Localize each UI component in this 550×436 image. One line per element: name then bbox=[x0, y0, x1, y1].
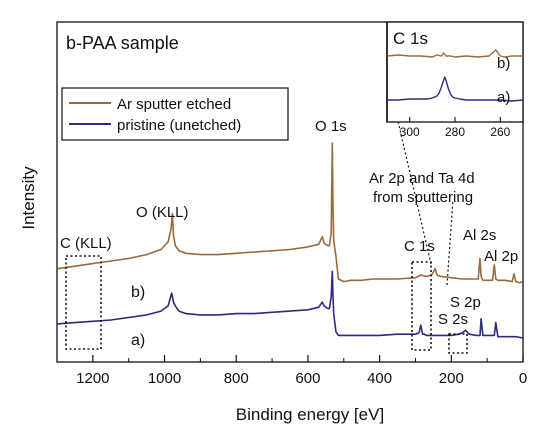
x-tick-label: 1200 bbox=[76, 370, 109, 387]
x-tick-label: 400 bbox=[367, 370, 392, 387]
inset-x-tick-label: 300 bbox=[400, 125, 420, 139]
x-axis-ticks: 1200 1000 800 600 400 200 0 bbox=[56, 355, 527, 387]
inset-series-line-pristine bbox=[387, 76, 524, 102]
legend-label-pristine: pristine (unetched) bbox=[117, 117, 241, 134]
annotation-ar-2p-ta-4d: Ar 2p and Ta 4d bbox=[369, 170, 475, 187]
inset-frame bbox=[386, 21, 524, 123]
chart-title: b-PAA sample bbox=[66, 33, 179, 53]
inset-title: C 1s bbox=[393, 29, 428, 48]
annotation-s-2s: S 2s bbox=[438, 311, 468, 328]
curve-label-etched: b) bbox=[131, 284, 145, 301]
x-tick-label: 1000 bbox=[148, 370, 181, 387]
annotation-c-1s: C 1s bbox=[404, 238, 435, 255]
c-1s-region-box bbox=[411, 261, 432, 351]
inset-series-line-etched bbox=[386, 49, 523, 58]
x-tick-label: 0 bbox=[519, 370, 527, 387]
annotation-o-1s: O 1s bbox=[315, 118, 347, 135]
series-line-etched bbox=[56, 142, 524, 284]
inset-curve-label-etched: b) bbox=[497, 55, 510, 72]
annotation-from-sputtering: from sputtering bbox=[373, 189, 473, 206]
inset-curve-label-pristine: a) bbox=[497, 89, 510, 106]
inset-x-tick-label: 260 bbox=[490, 125, 510, 139]
inset-x-tick-label: 280 bbox=[445, 125, 465, 139]
legend: Ar sputter etched pristine (unetched) bbox=[61, 87, 289, 141]
series-line-pristine bbox=[56, 270, 524, 339]
x-axis-label: Binding energy [eV] bbox=[236, 405, 384, 424]
y-axis-label: Intensity bbox=[19, 166, 38, 230]
inset-chart: C 1s 300 280 260 b) a) bbox=[386, 21, 524, 139]
c-kll-region-box bbox=[65, 255, 102, 350]
inset-series-layer bbox=[386, 49, 524, 102]
curve-label-pristine: a) bbox=[131, 332, 145, 349]
ar-2p-pointer-line bbox=[446, 199, 454, 286]
s-region-box bbox=[448, 333, 468, 354]
inset-x-axis-ticks: 300 280 260 bbox=[400, 117, 511, 139]
annotation-al-2p: Al 2p bbox=[484, 248, 518, 265]
annotation-al-2s: Al 2s bbox=[463, 227, 496, 244]
x-tick-label: 800 bbox=[224, 370, 249, 387]
series-layer bbox=[56, 142, 524, 339]
annotation-o-kll: O (KLL) bbox=[136, 204, 189, 221]
legend-frame bbox=[61, 87, 289, 141]
x-tick-label: 600 bbox=[295, 370, 320, 387]
x-tick-label: 200 bbox=[439, 370, 464, 387]
legend-label-etched: Ar sputter etched bbox=[117, 96, 231, 113]
annotation-c-kll: C (KLL) bbox=[60, 235, 112, 252]
annotation-s-2p: S 2p bbox=[450, 294, 481, 311]
